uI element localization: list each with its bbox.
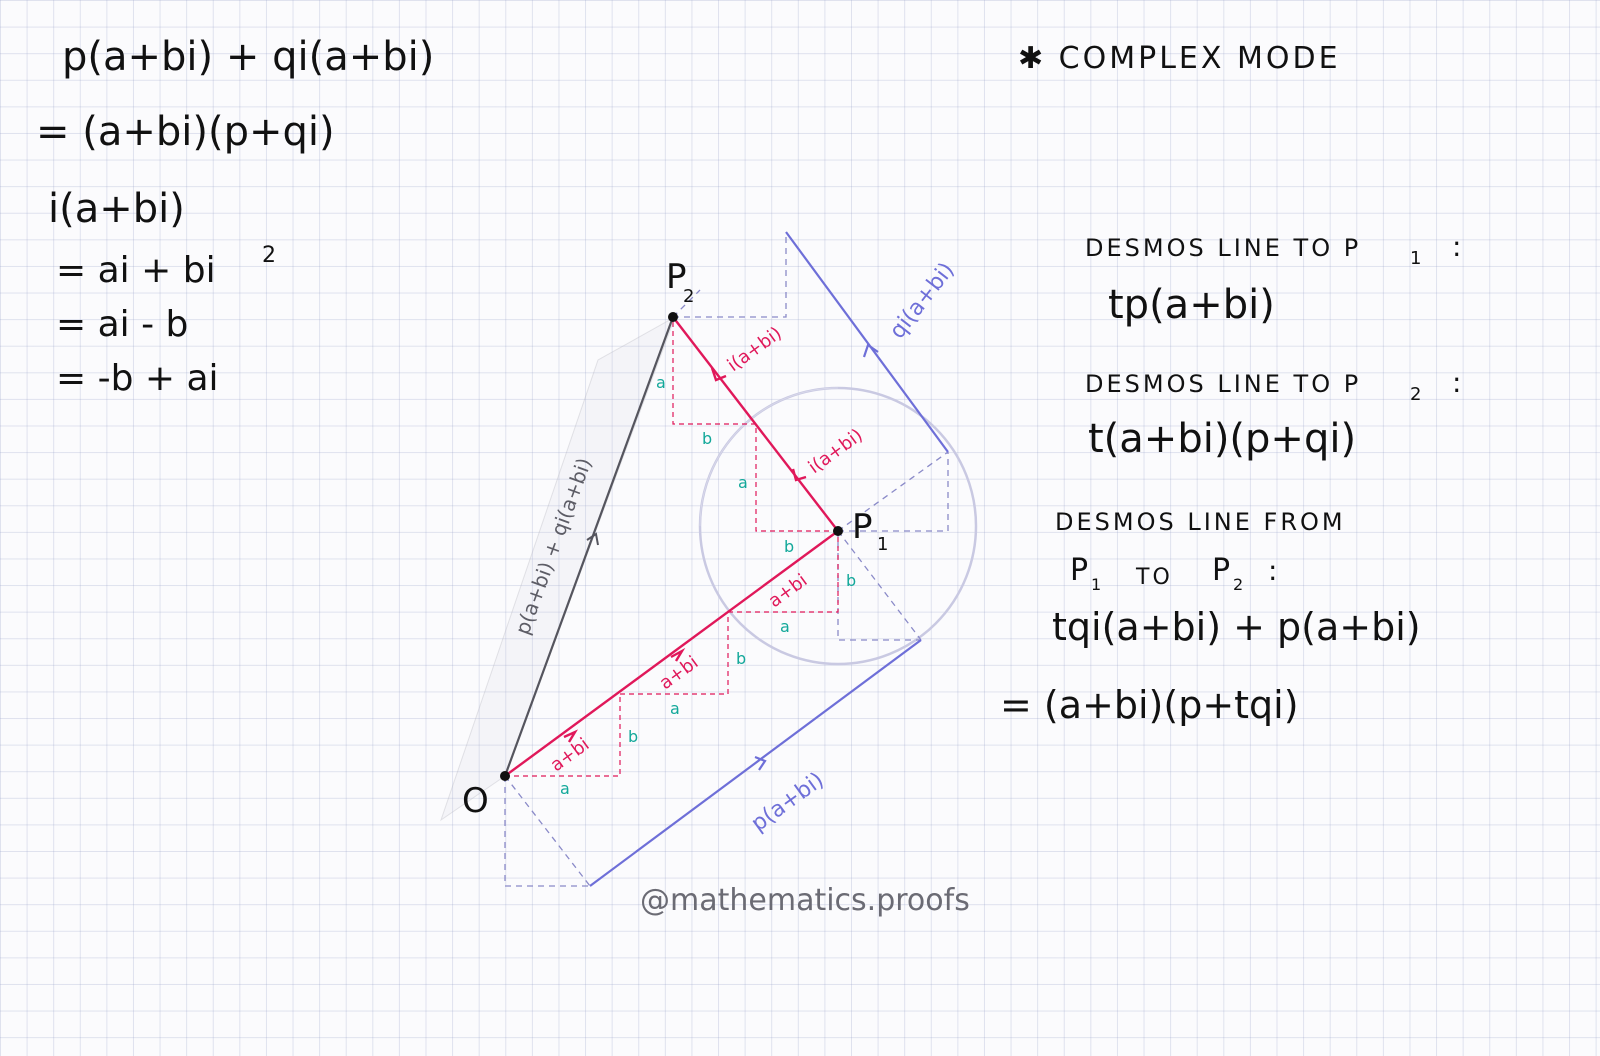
teal-a-4: a <box>738 473 748 492</box>
complex-mode-label: ✱ COMPLEX MODE <box>1018 41 1341 76</box>
derivation-line-4-exponent: 2 <box>262 243 276 268</box>
teal-b-1: b <box>628 727 638 746</box>
derivation-line-1: p(a+bi) + qi(a+bi) <box>62 34 434 80</box>
dash-low-diag <box>837 530 922 641</box>
desmos-p2-heading-colon: : <box>1452 366 1461 399</box>
desmos-p1-heading-colon: : <box>1452 230 1461 263</box>
component-step-1 <box>505 694 621 777</box>
desmos-p2-note: DESMOS LINE TO P 2 : t(a+bi)(p+qi) <box>1085 366 1461 462</box>
desmos-p1p2-heading: DESMOS LINE FROM <box>1055 508 1346 536</box>
derivation-line-2: = (a+bi)(p+qi) <box>36 109 335 155</box>
derivation-line-5: = ai - b <box>56 304 188 345</box>
red-label-step-3: a+bi <box>765 570 812 612</box>
blue-bottom-arrow <box>754 755 767 771</box>
red-vector-p1p2 <box>672 316 839 532</box>
desmos-p1p2-note: DESMOS LINE FROM P 1 TO P 2 : tqi(a+bi) … <box>1000 508 1421 727</box>
blue-label-right: qi(a+bi) <box>885 258 960 344</box>
red-arrow-4 <box>710 367 727 382</box>
desmos-p1-heading: DESMOS LINE TO P <box>1085 234 1361 262</box>
p2-label-sub: 2 <box>683 286 694 307</box>
component-step-3 <box>728 531 839 613</box>
p1-label-sub: 1 <box>877 534 888 555</box>
teal-a-5: a <box>656 373 666 392</box>
teal-b-2: b <box>736 649 746 668</box>
desmos-p1-heading-sub: 1 <box>1410 248 1421 269</box>
dash-right-box <box>838 452 949 532</box>
p2-point <box>668 312 678 322</box>
inner-arc <box>699 387 839 527</box>
blue-right-side <box>785 231 949 453</box>
desmos-p1-note: DESMOS LINE TO P 1 : tp(a+bi) <box>1085 230 1461 328</box>
component-rot-1 <box>755 424 838 532</box>
desmos-p2-formula: t(a+bi)(p+qi) <box>1088 416 1356 462</box>
blue-bottom-side <box>589 639 922 887</box>
desmos-p1p2-p2-sub: 2 <box>1233 575 1243 594</box>
desmos-p1-formula: tp(a+bi) <box>1108 282 1275 328</box>
red-arrow-3 <box>791 468 807 482</box>
red-label-rot-2: i(a+bi) <box>724 323 786 376</box>
blue-sides <box>589 231 949 887</box>
desmos-p1p2-to: TO <box>1135 565 1173 590</box>
desmos-p1p2-formula: tqi(a+bi) + p(a+bi) <box>1052 605 1421 649</box>
desmos-p2-heading: DESMOS LINE TO P <box>1085 370 1361 398</box>
teal-b-3: b <box>846 571 856 590</box>
derivation-line-3: i(a+bi) <box>48 186 185 232</box>
teal-b-4: b <box>784 537 794 556</box>
teal-a-2: a <box>670 699 680 718</box>
desmos-p1p2-result: = (a+bi)(p+tqi) <box>1000 683 1299 727</box>
derivation-line-4: = ai + bi <box>56 250 216 291</box>
watermark: @mathematics.proofs <box>640 883 970 918</box>
dash-bottom-box <box>504 776 590 887</box>
component-rot-2 <box>672 317 756 425</box>
p1-label: P <box>852 507 873 547</box>
red-vector-op1 <box>504 530 839 777</box>
teal-a-1: a <box>560 779 570 798</box>
blue-right-arrow <box>862 343 879 358</box>
blue-label-bottom: p(a+bi) <box>747 768 829 837</box>
red-arrow-1 <box>563 729 579 743</box>
desmos-p1p2-colon: : <box>1268 554 1277 587</box>
desmos-p1p2-p1-sub: 1 <box>1091 575 1101 594</box>
desmos-p2-heading-sub: 2 <box>1410 384 1421 405</box>
origin-point <box>500 771 510 781</box>
p2-label: P <box>666 257 687 297</box>
gray-diagonal <box>503 316 675 777</box>
red-components <box>505 317 839 777</box>
red-arrow-2 <box>670 647 686 662</box>
left-derivation: p(a+bi) + qi(a+bi) = (a+bi)(p+qi) i(a+bi… <box>36 34 434 399</box>
dash-p1-diag <box>837 451 949 532</box>
gray-diagonal-arrow <box>586 532 599 546</box>
teal-a-3: a <box>780 617 790 636</box>
red-label-rot-1: i(a+bi) <box>805 425 867 478</box>
component-step-2 <box>620 612 729 695</box>
geometry-diagram: O P 1 P 2 a+bi a+bi a+bi i(a+bi) i(a+bi)… <box>440 231 978 887</box>
p1-point <box>833 526 843 536</box>
desmos-p1p2-p1: P <box>1070 553 1088 588</box>
origin-label: O <box>462 781 489 821</box>
dash-perp-bottom <box>504 775 591 887</box>
dash-top-box <box>673 232 787 318</box>
red-vectors <box>504 316 839 777</box>
desmos-p1p2-p2: P <box>1212 553 1230 588</box>
derivation-line-6: = -b + ai <box>56 358 219 399</box>
teal-b-5: b <box>702 429 712 448</box>
construction-wedge <box>440 315 676 822</box>
